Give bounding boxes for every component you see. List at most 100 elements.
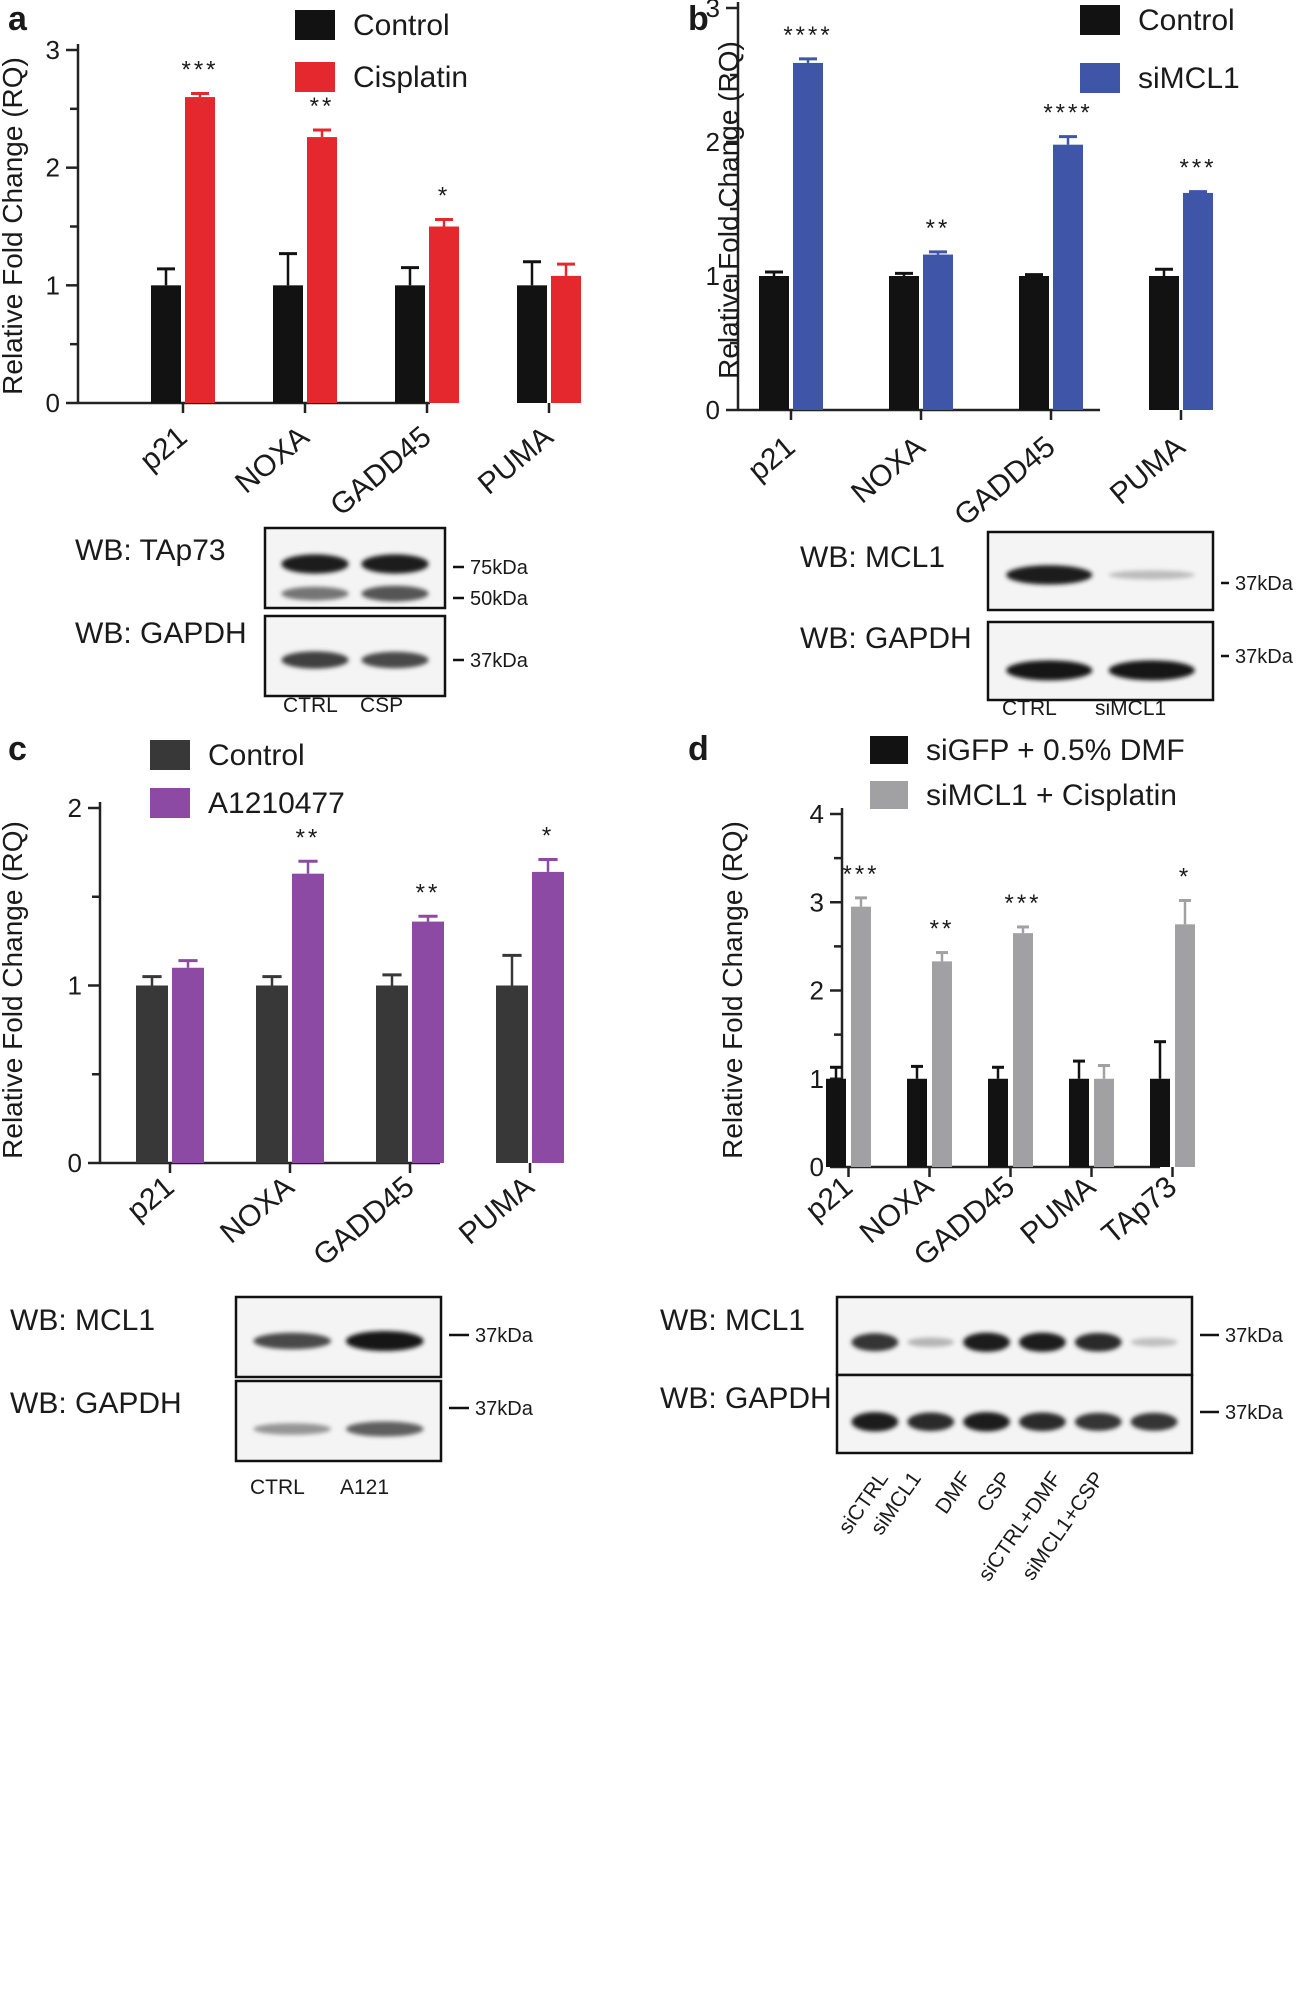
significance-label: * bbox=[542, 822, 554, 849]
bar bbox=[307, 137, 337, 403]
y-tick-label: 2 bbox=[46, 153, 60, 183]
blot-band bbox=[281, 586, 349, 601]
blot-band bbox=[1006, 565, 1093, 585]
blot-band bbox=[281, 651, 349, 669]
blot-band bbox=[1130, 1412, 1178, 1431]
y-axis-title: Relative Fold Change (RQ) bbox=[713, 41, 744, 379]
panel-letter: d bbox=[688, 730, 709, 768]
bar bbox=[136, 985, 168, 1163]
bar bbox=[517, 285, 547, 403]
blot-band bbox=[1108, 570, 1195, 580]
legend-swatch bbox=[1080, 63, 1120, 93]
bar bbox=[932, 961, 952, 1167]
blot-band bbox=[1108, 660, 1195, 681]
significance-label: *** bbox=[1004, 890, 1041, 917]
blot-row-label: WB: MCL1 bbox=[800, 541, 945, 574]
blot-row-label: WB: GAPDH bbox=[660, 1382, 832, 1415]
x-tick-label: TAp73 bbox=[1096, 1170, 1183, 1251]
blot-band bbox=[361, 651, 429, 669]
bar bbox=[292, 873, 324, 1163]
lane-label: CSP bbox=[972, 1468, 1016, 1517]
panel-a: a 0 1 2 3 Relative Fold Change (RQ) *** p21 ** NO… bbox=[0, 0, 581, 717]
y-tick-label: 3 bbox=[706, 0, 720, 23]
lane-label: CTRL bbox=[283, 694, 338, 717]
blot-row-label: WB: TAp73 bbox=[75, 534, 226, 567]
y-tick-label: 0 bbox=[46, 388, 60, 418]
x-tick-label: NOXA bbox=[214, 1170, 300, 1250]
legend-swatch bbox=[870, 781, 908, 809]
legend-swatch bbox=[1080, 5, 1120, 35]
molecular-weight-label: 37kDa bbox=[1225, 1325, 1284, 1347]
legend-label: siMCL1 bbox=[1138, 62, 1240, 95]
legend-label: Control bbox=[353, 9, 450, 42]
legend-label: Control bbox=[1138, 4, 1235, 37]
bar bbox=[988, 1078, 1008, 1167]
legend-label: A1210477 bbox=[208, 787, 345, 820]
bar bbox=[429, 226, 459, 403]
blot-band bbox=[345, 1421, 424, 1437]
bar bbox=[395, 285, 425, 403]
y-tick-label: 1 bbox=[46, 270, 60, 300]
bar bbox=[496, 985, 528, 1163]
blot-row-label: WB: GAPDH bbox=[800, 622, 972, 655]
legend-swatch bbox=[150, 788, 190, 818]
significance-label: ** bbox=[296, 824, 321, 851]
blot-box bbox=[835, 1295, 1194, 1377]
blot-band bbox=[851, 1412, 899, 1432]
bar bbox=[851, 906, 871, 1167]
blot-row-label: WB: MCL1 bbox=[660, 1304, 805, 1337]
bar bbox=[1019, 276, 1049, 410]
blot-row-label: WB: MCL1 bbox=[10, 1304, 155, 1337]
legend-swatch bbox=[295, 62, 335, 92]
bar bbox=[1053, 144, 1083, 410]
molecular-weight-label: 37kDa bbox=[475, 1398, 534, 1420]
lane-label: CTRL bbox=[250, 1476, 305, 1499]
bar bbox=[907, 1078, 927, 1167]
blot-band bbox=[1130, 1337, 1178, 1347]
panel-b: b 0 1 2 3 Relative Fold Change (RQ) **** p21 ** N… bbox=[688, 0, 1294, 720]
bar bbox=[376, 985, 408, 1163]
bar bbox=[1175, 924, 1195, 1167]
molecular-weight-label: 37kDa bbox=[1225, 1402, 1284, 1424]
blot-band bbox=[253, 1423, 332, 1435]
legend-label: siMCL1 + Cisplatin bbox=[926, 779, 1177, 812]
blot-box bbox=[835, 1373, 1194, 1455]
blot-band bbox=[907, 1412, 955, 1432]
blot-box bbox=[234, 1379, 443, 1463]
molecular-weight-label: 75kDa bbox=[470, 557, 529, 579]
bar bbox=[1149, 276, 1179, 410]
molecular-weight-label: 50kDa bbox=[470, 588, 529, 610]
legend-swatch bbox=[295, 10, 335, 40]
significance-label: *** bbox=[181, 57, 218, 84]
y-tick-label: 0 bbox=[68, 1148, 82, 1178]
legend-label: Cisplatin bbox=[353, 61, 468, 94]
x-tick-label: NOXA bbox=[845, 430, 931, 510]
blot-row-label: WB: GAPDH bbox=[10, 1387, 182, 1420]
x-tick-label: p21 bbox=[742, 430, 802, 487]
y-axis-title: Relative Fold Change (RQ) bbox=[0, 821, 28, 1159]
blot-band bbox=[1006, 660, 1093, 681]
significance-label: ** bbox=[930, 916, 955, 943]
blot-row-label: WB: GAPDH bbox=[75, 617, 247, 650]
blot-band bbox=[1018, 1332, 1066, 1352]
blot-band bbox=[361, 554, 429, 574]
blot-band bbox=[1074, 1412, 1122, 1431]
legend-swatch bbox=[870, 736, 908, 764]
x-tick-label: p21 bbox=[121, 1170, 181, 1227]
y-tick-label: 2 bbox=[68, 793, 82, 823]
x-tick-label: p21 bbox=[134, 420, 194, 477]
bar bbox=[1150, 1078, 1170, 1167]
x-tick-label: p21 bbox=[799, 1170, 859, 1227]
y-tick-label: 3 bbox=[810, 887, 824, 917]
x-tick-label: GADD45 bbox=[324, 420, 437, 522]
significance-label: *** bbox=[842, 861, 879, 888]
molecular-weight-label: 37kDa bbox=[1235, 646, 1294, 668]
blot-band bbox=[281, 554, 349, 574]
blot-band bbox=[361, 585, 429, 602]
lane-label: CSP bbox=[360, 694, 403, 717]
lane-label: CTRL bbox=[1002, 697, 1057, 720]
bar bbox=[1183, 192, 1213, 410]
y-tick-label: 1 bbox=[68, 971, 82, 1001]
